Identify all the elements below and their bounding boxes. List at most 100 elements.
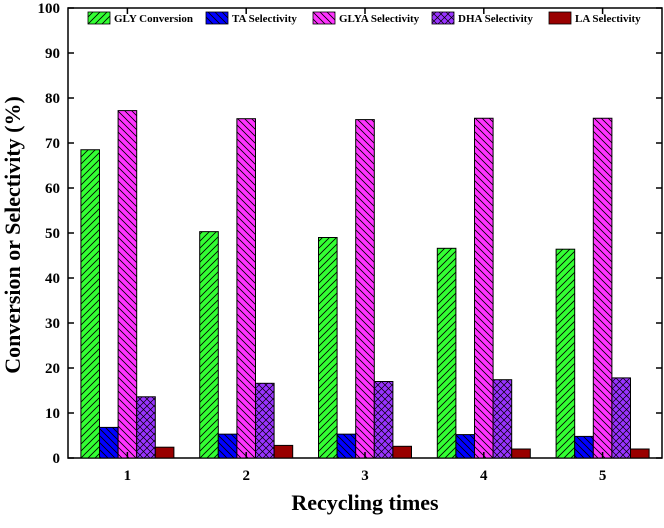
bar-la-selectivity <box>511 448 531 459</box>
y-tick-label: 40 <box>45 271 60 287</box>
y-tick-label: 20 <box>45 361 60 377</box>
bar-hatch <box>136 396 156 458</box>
bar-fill <box>392 446 412 458</box>
bar-hatch <box>236 118 256 458</box>
bar-outline <box>154 446 175 459</box>
bar-gly-conversion <box>199 231 219 459</box>
bar-hatch <box>474 118 494 458</box>
legend-label: GLYA Selectivity <box>339 13 420 25</box>
bar-hatch <box>218 434 237 458</box>
bar-outline <box>630 448 650 459</box>
bar-gly-conversion <box>436 247 457 459</box>
x-tick-label: 4 <box>480 468 488 484</box>
bar-dha-selectivity <box>492 379 513 459</box>
bar-hatch <box>255 383 275 458</box>
y-tick-label: 90 <box>45 46 60 62</box>
bar-fill <box>511 449 531 458</box>
bar-outline <box>318 237 338 459</box>
bar-hatch <box>118 110 137 458</box>
bar-glya-selectivity <box>592 117 613 459</box>
bar-ta-selectivity <box>99 426 119 459</box>
bar-dha-selectivity <box>611 377 632 459</box>
y-tick-label: 50 <box>45 226 60 242</box>
legend-swatch-outline <box>312 11 336 25</box>
bar-hatch <box>574 436 594 458</box>
bar-gly-conversion <box>318 237 338 459</box>
bar-outline <box>436 247 457 459</box>
y-tick-label: 30 <box>45 316 60 332</box>
bar-dha-selectivity <box>373 381 394 459</box>
bar-hatch <box>355 119 375 458</box>
bar-hatch <box>99 427 119 458</box>
legend-swatch-hatch <box>88 12 110 24</box>
legend-swatch-hatch <box>432 12 454 24</box>
bar-outline <box>199 231 219 459</box>
y-axis-title: Conversion or Selectivity (%) <box>0 96 25 374</box>
y-tick-label: 70 <box>45 136 60 152</box>
legend-swatch-outline <box>87 11 111 25</box>
bar-fill <box>155 447 174 458</box>
bar-hatch <box>337 434 356 458</box>
bar-la-selectivity <box>154 446 175 459</box>
bar-hatch <box>493 379 512 458</box>
bar-outline <box>555 248 576 459</box>
bar-outline <box>255 382 275 459</box>
x-axis-title: Recycling times <box>291 490 439 515</box>
bar-outline <box>392 445 412 459</box>
legend-item: GLY Conversion <box>87 11 193 25</box>
bar-outline <box>511 448 531 459</box>
bar-outline <box>611 377 632 459</box>
bar-outline <box>373 381 394 459</box>
bar-fill <box>630 449 650 458</box>
bar-hatch <box>437 248 456 458</box>
y-tick-label: 0 <box>53 451 61 467</box>
bar-glya-selectivity <box>117 110 138 459</box>
legend-label: DHA Selectivity <box>458 13 533 25</box>
bar-hatch <box>455 434 475 458</box>
bar-la-selectivity <box>630 448 650 459</box>
bar-hatch <box>374 381 393 458</box>
legend-label: LA Selectivity <box>575 13 641 25</box>
legend-swatch <box>549 12 571 24</box>
x-tick-label: 1 <box>124 468 132 484</box>
bar-la-selectivity <box>392 445 412 459</box>
y-tick-label: 60 <box>45 181 60 197</box>
legend: GLY Conversion TA Selectivity GLYA Selecti… <box>87 11 641 25</box>
bar-hatch <box>611 377 631 458</box>
legend-item: DHA Selectivity <box>431 11 533 25</box>
legend-label: TA Selectivity <box>232 13 297 25</box>
bar-la-selectivity <box>273 444 294 459</box>
bar-outline <box>80 149 101 459</box>
y-tick-label: 10 <box>45 406 60 422</box>
bar-hatch <box>199 231 219 458</box>
bar-outline <box>136 396 156 459</box>
legend-item: LA Selectivity <box>548 11 641 25</box>
legend-swatch-hatch <box>206 12 228 24</box>
legend-item: GLYA Selectivity <box>312 11 420 25</box>
bar-glya-selectivity <box>474 117 494 459</box>
y-tick-label: 100 <box>38 1 61 17</box>
y-tick-label: 80 <box>45 91 60 107</box>
bar-hatch <box>556 249 575 458</box>
bar-ta-selectivity <box>217 433 238 459</box>
bar-ta-selectivity <box>455 434 475 459</box>
x-tick-label: 5 <box>599 468 607 484</box>
bar-glya-selectivity <box>355 119 375 459</box>
bar-hatch <box>318 237 338 458</box>
bar-outline <box>273 444 294 459</box>
bar-dha-selectivity <box>255 382 275 459</box>
bar-glya-selectivity <box>236 118 256 459</box>
bar-outline <box>492 379 513 459</box>
legend-swatch-hatch <box>313 12 335 24</box>
bar-hatch <box>593 118 612 458</box>
bar-fill <box>274 445 293 458</box>
legend-swatch-outline <box>431 11 455 25</box>
bar-gly-conversion <box>80 149 101 459</box>
bar-ta-selectivity <box>574 435 594 459</box>
legend-item: TA Selectivity <box>205 11 297 25</box>
bar-gly-conversion <box>555 248 576 459</box>
x-tick-label: 3 <box>361 468 369 484</box>
legend-swatch-outline <box>548 11 572 25</box>
